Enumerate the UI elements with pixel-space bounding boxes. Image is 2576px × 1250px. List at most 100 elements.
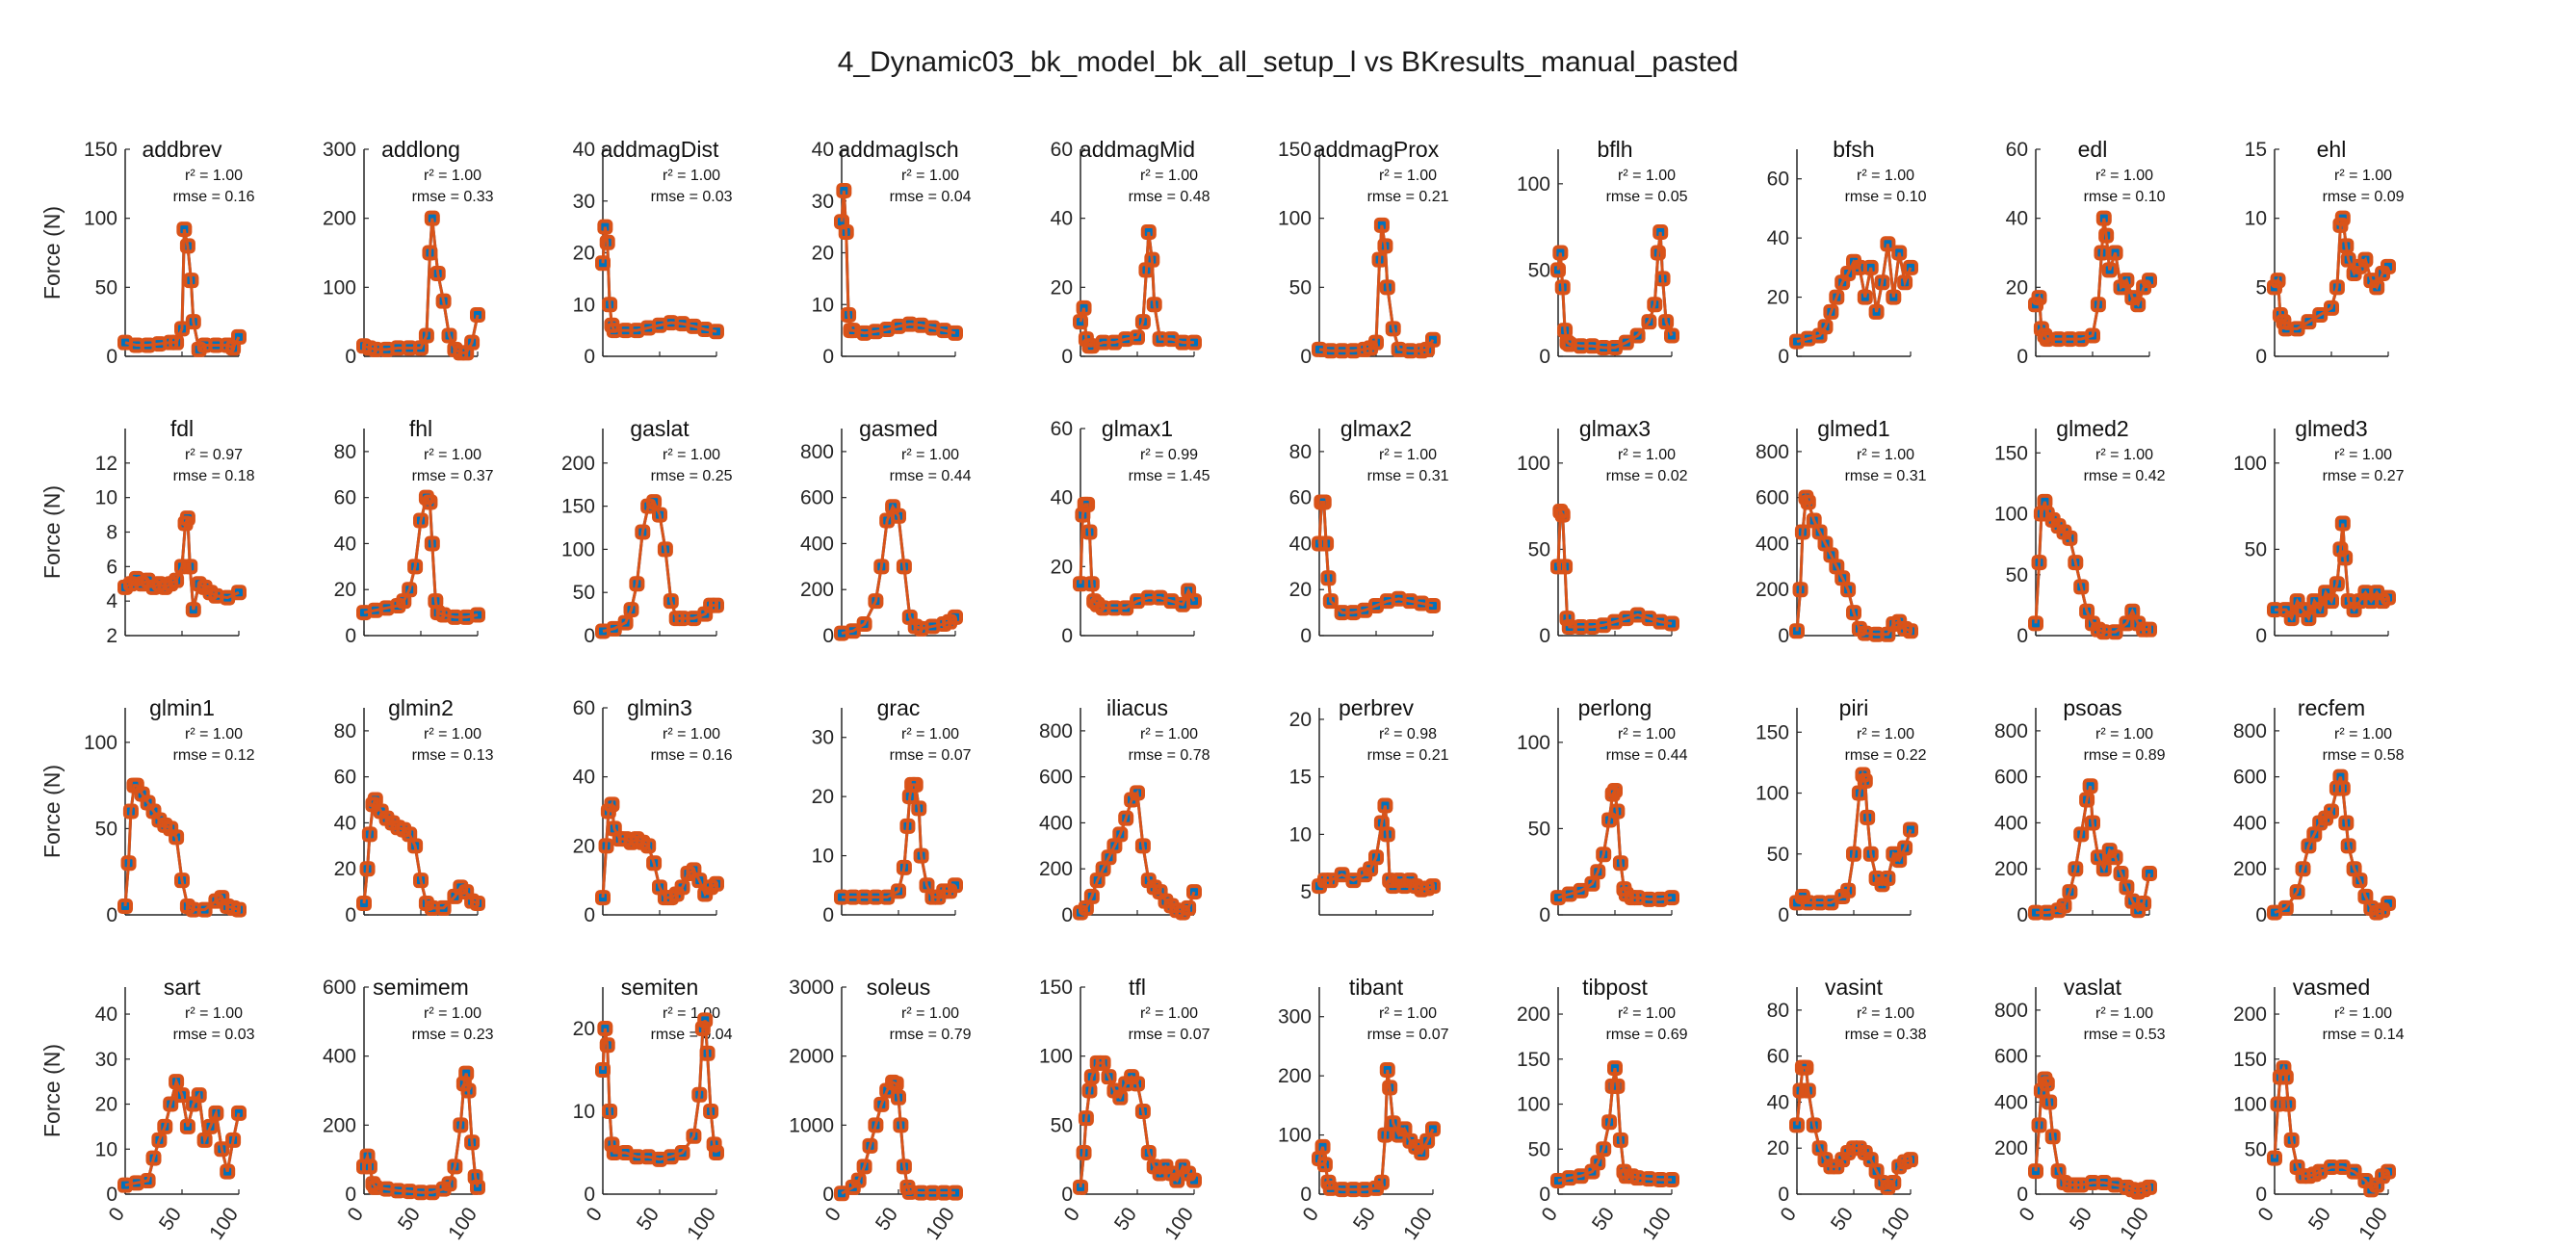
y-tick-label: 20: [1051, 556, 1073, 578]
y-tick-label: 50: [2006, 564, 2028, 586]
subplot-sart: 0 10 20 30 40 0 50 100 Force (N) sart r² = 1.00 rms…: [39, 975, 255, 1244]
series-b-point: [703, 1104, 719, 1119]
y-tick-label: 10: [95, 1138, 117, 1160]
x-tick-label: 100: [2116, 1204, 2153, 1244]
y-tick-label: 0: [1061, 1184, 1073, 1206]
series-b-point: [691, 872, 708, 889]
subplot-title: ehl: [2317, 137, 2347, 162]
series-b-point: [1789, 623, 1805, 639]
y-tick-label: 0: [822, 904, 834, 926]
y-tick-label: 30: [812, 727, 834, 749]
series-b-point: [602, 297, 618, 313]
y-tick-label: 12: [95, 453, 117, 475]
series-b-point: [2028, 615, 2043, 632]
y-tick-label: 200: [561, 453, 595, 475]
series-b-point: [1554, 279, 1571, 296]
series-b-point: [2301, 611, 2317, 627]
series-b-point: [2142, 866, 2157, 881]
series-b-point: [2324, 803, 2339, 820]
subplot-glmed1: 0 200 400 600 800 glmed1 r² = 1.00 rmse = 0.31: [1756, 416, 1927, 647]
series-b-point: [1800, 1082, 1816, 1099]
series-b-point: [2329, 279, 2345, 296]
series-b-point: [2073, 826, 2090, 843]
series-b-point: [220, 1163, 236, 1180]
r-squared-label: r² = 1.00: [1140, 726, 1198, 742]
subplot-title: vaslat: [2064, 975, 2122, 1000]
series-b-point: [948, 1185, 963, 1201]
series-b-point: [1134, 1104, 1151, 1119]
x-tick-label: 100: [2355, 1204, 2392, 1244]
x-tick-label: 0: [2254, 1204, 2279, 1226]
subplot-addmagIsch: 0 10 20 30 40 addmagIsch r² = 1.00 rmse = 0.04: [812, 137, 972, 368]
y-tick-label: 40: [1767, 227, 1789, 249]
series-b-point: [1601, 812, 1618, 828]
y-tick-label: 10: [573, 1101, 595, 1123]
series-b-point: [2119, 879, 2135, 896]
y-tick-label: 15: [1289, 767, 1312, 789]
series-b-point: [598, 838, 614, 854]
y-tick-label: 0: [2255, 1184, 2267, 1206]
y-tick-label: 0: [584, 346, 595, 368]
series-b-point: [1596, 846, 1612, 863]
series-b-point: [2312, 602, 2329, 618]
y-tick-label: 100: [1039, 1046, 1073, 1068]
subplot-title: addlong: [381, 137, 460, 162]
rmse-label: rmse = 0.31: [1845, 468, 1927, 484]
y-tick-label: 80: [334, 720, 356, 742]
y-tick-label: 2000: [789, 1046, 834, 1068]
series-b-point: [657, 541, 673, 558]
series-b-point: [2381, 589, 2396, 606]
series-b-point: [174, 559, 190, 575]
series-b-point: [663, 593, 679, 610]
y-tick-label: 0: [1300, 346, 1312, 368]
y-tick-label: 100: [84, 208, 117, 230]
x-tick-label: 0: [1060, 1204, 1085, 1226]
subplot-tibant: 0 100 200 300 0 50 100 tibant r² = 1.00 rmse = 0.…: [1278, 975, 1449, 1244]
subplot-soleus: 0 1000 2000 3000 0 50 100 soleus r² = 1.00 rmse =…: [789, 975, 971, 1244]
rmse-label: rmse = 0.31: [1367, 468, 1449, 484]
series-b-point: [604, 796, 620, 813]
subplot-recfem: 0 200 400 600 800 recfem r² = 1.00 rmse = 0.58: [2233, 695, 2405, 926]
series-b-point: [1083, 888, 1100, 904]
subplot-psoas: 0 200 400 600 800 psoas r² = 1.00 rmse = 0.89: [1994, 695, 2166, 926]
y-tick-label: 40: [1289, 533, 1312, 555]
series-b-point: [176, 221, 193, 238]
y-tick-label: 80: [1289, 441, 1312, 463]
series-b-point: [1073, 314, 1088, 330]
series-b-point: [1368, 334, 1384, 351]
series-b-point: [1891, 245, 1908, 261]
rmse-label: rmse = 0.58: [2323, 747, 2405, 764]
series-b-point: [1557, 559, 1574, 575]
series-b-point: [1186, 1172, 1202, 1188]
series-b-point: [948, 325, 963, 341]
x-tick-label: 50: [633, 1204, 664, 1235]
series-b-point: [2346, 1163, 2362, 1180]
series-b-point: [709, 1145, 724, 1160]
series-b-point: [231, 901, 247, 918]
y-tick-label: 400: [323, 1046, 356, 1068]
series-b-point: [674, 879, 690, 896]
series-b-point: [699, 1045, 716, 1061]
y-tick-label: 200: [800, 579, 834, 601]
series-b-point: [1101, 1069, 1117, 1085]
y-tick-label: 60: [1767, 1046, 1789, 1068]
y-tick-label: 80: [1767, 1000, 1789, 1022]
x-tick-label: 50: [872, 1204, 902, 1235]
series-b-point: [418, 327, 434, 344]
r-squared-label: r² = 0.97: [185, 447, 243, 463]
series-b-point: [163, 1096, 179, 1112]
y-tick-label: 20: [1289, 709, 1312, 731]
subplot-title: addbrev: [142, 137, 222, 162]
subplot-bfsh: 0 20 40 60 bfsh r² = 1.00 rmse = 0.10: [1767, 137, 1927, 368]
series-b-point: [1550, 559, 1566, 575]
series-b-point: [868, 1117, 884, 1133]
y-tick-label: 20: [1289, 579, 1312, 601]
r-squared-label: r² = 1.00: [901, 726, 959, 742]
series-b-point: [422, 494, 438, 510]
subplot-title: addmagDist: [601, 137, 719, 162]
series-b-point: [460, 1082, 477, 1099]
rmse-label: rmse = 0.07: [1367, 1027, 1449, 1043]
subplot-bflh: 0 50 100 bflh r² = 1.00 rmse = 0.05: [1517, 137, 1688, 368]
y-tick-label: 300: [323, 139, 356, 161]
series-b-point: [361, 1159, 377, 1175]
